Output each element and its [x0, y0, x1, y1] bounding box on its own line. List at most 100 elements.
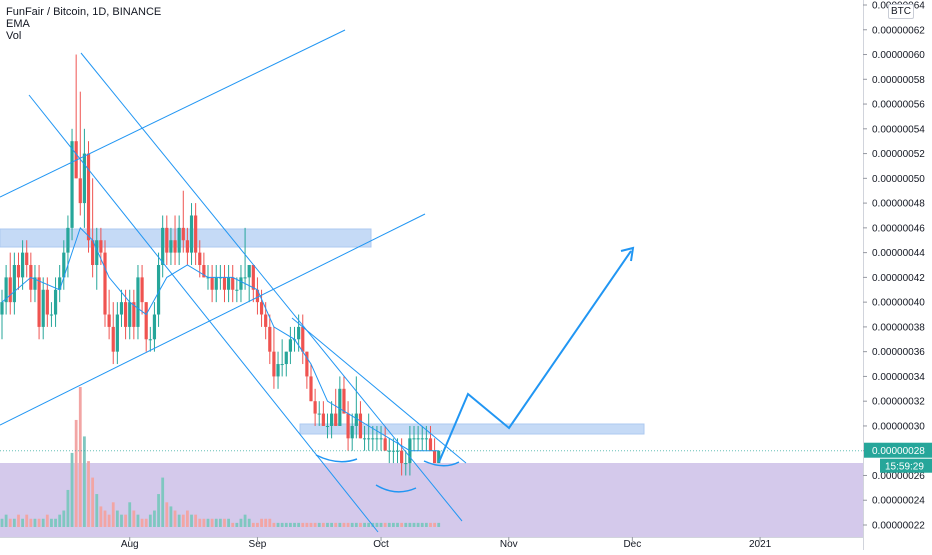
candle-body	[358, 413, 363, 439]
price-tick-label: 0.00000040	[872, 298, 925, 309]
candle-body	[210, 277, 214, 290]
candle-body	[58, 277, 62, 290]
chart-legend: FunFair / Bitcoin, 1D, BINANCE EMA Vol	[6, 6, 161, 42]
volume-bar	[363, 522, 366, 527]
volume-bar	[62, 510, 66, 527]
candle-body	[309, 376, 313, 402]
volume-bar	[429, 522, 432, 527]
price-tick-label: 0.00000058	[872, 75, 925, 86]
resistance-zone-upper	[0, 228, 372, 248]
descending-channel-left	[28, 94, 379, 533]
candle-body	[107, 314, 111, 327]
candle-body	[350, 425, 354, 439]
candle-body	[231, 277, 235, 290]
volume-bar	[78, 387, 82, 527]
volume-bar	[354, 522, 358, 527]
legend-vol: Vol	[6, 30, 22, 42]
volume-bar	[25, 514, 29, 527]
legend-ema: EMA	[6, 18, 30, 30]
candle-body	[78, 178, 82, 204]
candle-body	[49, 314, 54, 316]
volume-bar	[276, 522, 280, 527]
candle-body	[383, 438, 387, 451]
candle-body	[284, 351, 288, 365]
candle-body	[86, 153, 91, 241]
price-tick-label: 0.00000050	[872, 174, 925, 185]
volume-bar	[17, 514, 20, 527]
candle-body	[235, 289, 239, 291]
volume-bar	[124, 514, 127, 527]
candle-body	[424, 438, 428, 440]
candle-body	[239, 277, 243, 290]
candle-body	[371, 438, 375, 440]
candle-body	[82, 153, 86, 204]
candle-body	[428, 438, 433, 451]
channel-upper-line	[0, 29, 346, 198]
candles-layer	[0, 54, 441, 476]
time-axis-panel	[0, 537, 863, 550]
candle-body	[375, 438, 379, 440]
volume-bar	[433, 522, 436, 527]
candle-body	[276, 364, 280, 377]
volume-bar	[161, 477, 165, 527]
volume-bar	[198, 518, 202, 527]
candle-body	[321, 413, 325, 426]
volume-bar	[136, 514, 140, 527]
volume-bar	[91, 477, 95, 527]
candle-body	[334, 413, 338, 426]
time-tick-label: 2021	[749, 539, 772, 550]
volume-bar	[103, 510, 107, 527]
resistance-zone-lower	[299, 423, 645, 435]
currency-button[interactable]: BTC	[888, 4, 914, 19]
candle-body	[222, 277, 227, 290]
candle-body	[325, 425, 330, 427]
volume-bar	[305, 522, 309, 527]
volume-bar	[383, 522, 387, 527]
volume-bar	[66, 489, 70, 527]
candle-body	[119, 302, 124, 315]
volume-bar	[437, 522, 441, 527]
volume-bar	[297, 522, 301, 527]
volume-bar	[186, 510, 189, 527]
volume-bar	[132, 510, 136, 527]
candle-body	[12, 265, 16, 303]
volume-bar	[367, 522, 371, 527]
candle-body	[379, 438, 383, 440]
price-tick-label: 0.00000044	[872, 248, 925, 259]
candle-body	[342, 388, 346, 414]
volume-bar	[181, 514, 185, 527]
candle-body	[367, 438, 371, 440]
volume-bar	[342, 522, 346, 527]
volume-bar	[247, 518, 251, 527]
volume-bar	[280, 522, 284, 527]
legend-symbol: FunFair / Bitcoin, 1D, BINANCE	[6, 6, 162, 18]
candle-body	[0, 302, 4, 315]
candle-body	[111, 326, 115, 352]
price-tick-label: 0.00000054	[872, 124, 925, 135]
candle-body	[317, 413, 321, 415]
candle-body	[8, 277, 12, 303]
projection-arrowhead	[620, 246, 635, 262]
volume-bar	[309, 522, 313, 527]
candle-body	[420, 438, 424, 440]
volume-bar	[33, 518, 37, 527]
volume-bar	[404, 522, 408, 527]
volume-bar	[120, 514, 123, 527]
candle-body	[41, 289, 45, 327]
volume-bar	[334, 522, 338, 527]
candle-body	[177, 227, 181, 253]
projection-path	[438, 250, 632, 463]
time-tick-label: Nov	[500, 539, 518, 550]
candle-body	[437, 450, 441, 464]
price-tick-label: 0.00000022	[872, 521, 925, 532]
volume-bar	[0, 518, 4, 527]
candle-body	[255, 289, 260, 303]
candle-body	[362, 438, 367, 440]
candle-body	[21, 252, 25, 278]
volume-bar	[45, 514, 49, 527]
volume-bar	[251, 522, 255, 527]
candle-body	[301, 326, 305, 352]
candle-body	[272, 351, 276, 377]
